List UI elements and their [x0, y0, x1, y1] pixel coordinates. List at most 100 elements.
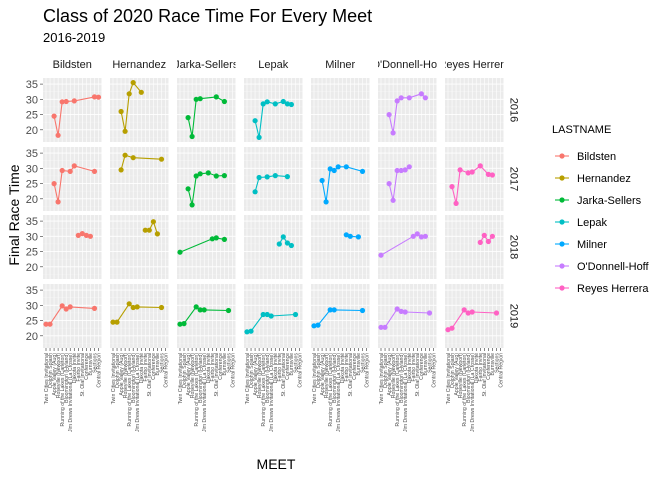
data-point — [292, 311, 299, 318]
data-point — [260, 311, 266, 318]
x-tick-label: Apple Valley (Aug) — [320, 353, 326, 396]
facet-strip-label: Hernandez — [112, 59, 166, 71]
data-point — [394, 306, 400, 312]
data-point — [252, 189, 258, 195]
x-tick-label: St. Olaf Invitational — [80, 353, 86, 397]
panel-1-3 — [110, 284, 169, 348]
legend-item: Jarka-Sellers — [555, 195, 642, 207]
legend-key-point — [559, 219, 565, 225]
data-point — [422, 95, 428, 101]
x-tick-label: Bloomington (Hyland) — [265, 353, 271, 403]
x-axis-title: MEET — [257, 456, 296, 472]
x-tick-label: Bloomington (Hyland) — [466, 353, 472, 403]
x-tick-label: Roseville (Newport) — [123, 353, 129, 399]
y-tick-label: 20 — [26, 125, 38, 137]
x-tick-label: St. Olaf Invitational — [348, 353, 354, 397]
panel-background — [177, 78, 236, 142]
data-point — [410, 233, 416, 239]
facet-strip-0 — [43, 54, 102, 74]
data-point — [284, 101, 290, 107]
legend-label: Bildsten — [577, 151, 616, 163]
data-point — [418, 91, 424, 97]
data-point — [154, 231, 160, 237]
data-point — [343, 164, 349, 170]
x-tick-label: Central Region — [96, 353, 102, 388]
data-point — [114, 319, 120, 325]
data-point — [185, 115, 191, 121]
panel-1-1 — [110, 147, 169, 211]
panel-6-2 — [445, 215, 504, 279]
legend-key-point — [559, 263, 565, 269]
x-tick-label: Twin Cities Invitational — [312, 353, 318, 404]
panel-4-3 — [311, 284, 370, 348]
data-point — [79, 231, 85, 237]
panel-6-3 — [445, 284, 504, 348]
x-tick-label: Bloomington (Hyland) — [332, 353, 338, 403]
legend-label: Milner — [577, 239, 607, 251]
x-tick-label: Bloomington (Hyland) — [131, 353, 137, 403]
panel-background — [378, 284, 437, 348]
data-point — [59, 167, 65, 174]
data-point — [288, 101, 294, 108]
data-point — [406, 95, 412, 101]
data-point — [386, 181, 392, 187]
data-point — [264, 311, 270, 318]
legend-label: Lepak — [577, 217, 607, 229]
data-point — [63, 98, 69, 105]
series-line — [479, 234, 493, 243]
data-point — [213, 94, 219, 100]
data-point — [221, 173, 227, 179]
x-tick-label: Fairbo Invite — [344, 353, 350, 382]
x-tick-label: Burnsville — [289, 353, 295, 376]
x-tick-label: Conference — [218, 353, 224, 380]
data-point — [453, 200, 459, 206]
y-tick-label: 35 — [26, 216, 38, 228]
data-point — [59, 303, 65, 309]
data-point — [347, 233, 353, 239]
data-point — [244, 329, 250, 335]
x-tick-label: Jim Drews Invitational (La Crosse) — [135, 353, 141, 432]
data-point — [256, 134, 262, 140]
data-point — [185, 186, 191, 192]
data-point — [477, 239, 483, 245]
data-point — [213, 235, 219, 241]
x-tick-label: St. Olaf Invitational — [281, 353, 287, 397]
chart-title: Class of 2020 Race Time For Every Meet — [43, 6, 372, 26]
panel-3-0 — [244, 78, 303, 142]
legend-key-point — [559, 153, 565, 159]
legend-title: LASTNAME — [552, 124, 611, 136]
x-tick-label: Jim Drews Invitational (La Crosse) — [336, 353, 342, 432]
panel-background — [311, 147, 370, 211]
x-tick-label: Roseville (Newport) — [324, 353, 330, 399]
data-point — [122, 152, 128, 158]
y-tick-label: 20 — [26, 331, 38, 343]
facet-strip-4 — [311, 54, 370, 74]
x-tick-label: St. Olaf Invitational — [147, 353, 153, 397]
data-point — [118, 167, 124, 173]
data-point — [469, 309, 475, 315]
data-point — [327, 166, 333, 172]
data-point — [272, 101, 278, 107]
data-point — [83, 232, 89, 238]
data-point — [268, 313, 274, 319]
data-point — [465, 310, 471, 316]
facet-strip-label: Lepak — [258, 59, 288, 71]
legend-label: O'Donnell-Hoff — [577, 261, 650, 273]
facet-row-strip — [503, 78, 524, 142]
data-point — [75, 232, 81, 238]
legend-label: Reyes Herrera — [577, 283, 649, 295]
x-tick-label: Sections — [427, 353, 433, 373]
x-tick-label: Apple Valley (Aug) — [387, 353, 393, 396]
x-tick-label: Dakota Invite — [139, 353, 145, 383]
legend-label: Hernandez — [577, 173, 631, 185]
data-point — [398, 167, 404, 174]
data-point — [335, 164, 341, 170]
x-tick-label: Twin Cities Invitational — [111, 353, 117, 404]
x-tick-label: Conference — [285, 353, 291, 380]
data-point — [189, 202, 195, 208]
data-point — [402, 167, 408, 173]
panels: Bildsten 20 25 30 35 20 25 30 35 20 25 30 35 20 25 30 35… — [26, 54, 524, 432]
y-tick-label: 30 — [26, 163, 38, 175]
panel-background — [43, 78, 102, 142]
facet-row-strip — [503, 284, 524, 348]
